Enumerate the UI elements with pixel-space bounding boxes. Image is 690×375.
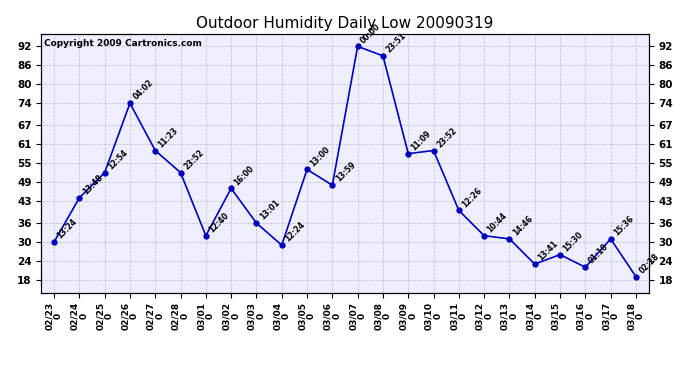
Text: 12:26: 12:26 — [460, 186, 484, 209]
Text: 12:24: 12:24 — [283, 220, 306, 244]
Text: 13:24: 13:24 — [55, 217, 79, 241]
Text: 01:10: 01:10 — [586, 243, 610, 266]
Text: 23:51: 23:51 — [384, 31, 408, 54]
Text: Copyright 2009 Cartronics.com: Copyright 2009 Cartronics.com — [44, 39, 202, 48]
Text: 23:52: 23:52 — [182, 148, 205, 171]
Text: 10:44: 10:44 — [486, 211, 509, 234]
Text: 11:09: 11:09 — [410, 129, 433, 152]
Text: 23:52: 23:52 — [435, 126, 458, 149]
Text: 15:36: 15:36 — [612, 214, 635, 237]
Text: 13:48: 13:48 — [81, 173, 104, 196]
Text: 11:23: 11:23 — [157, 126, 180, 149]
Text: 13:41: 13:41 — [536, 239, 560, 263]
Text: 14:46: 14:46 — [511, 214, 534, 237]
Text: 02:28: 02:28 — [638, 252, 661, 275]
Text: 15:30: 15:30 — [562, 230, 584, 253]
Text: 13:00: 13:00 — [308, 145, 332, 168]
Text: 00:00: 00:00 — [359, 21, 382, 45]
Text: 12:40: 12:40 — [207, 211, 230, 234]
Text: 04:02: 04:02 — [131, 78, 155, 102]
Text: 12:54: 12:54 — [106, 148, 129, 171]
Text: 13:01: 13:01 — [258, 198, 282, 222]
Text: 13:59: 13:59 — [334, 160, 357, 184]
Text: 16:00: 16:00 — [233, 164, 256, 187]
Title: Outdoor Humidity Daily Low 20090319: Outdoor Humidity Daily Low 20090319 — [197, 16, 493, 31]
